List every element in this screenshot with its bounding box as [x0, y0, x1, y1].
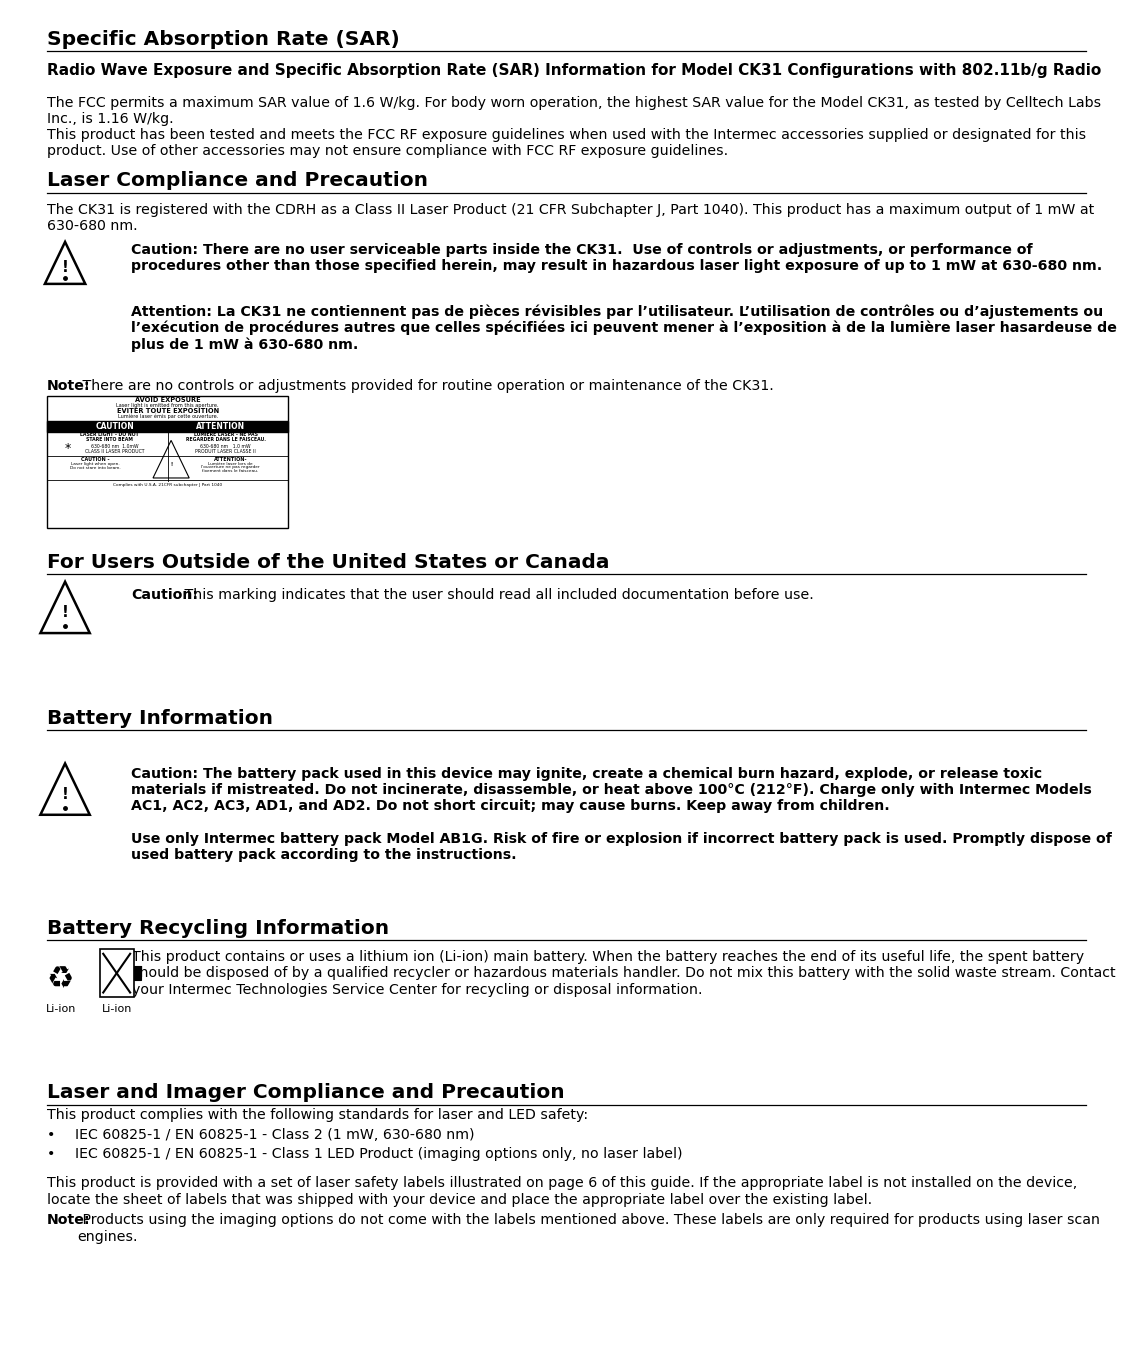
Text: EVITER TOUTE EXPOSITION: EVITER TOUTE EXPOSITION: [117, 408, 219, 413]
Text: Attention: La CK31 ne contiennent pas de pièces révisibles par l’utilisateur. L’: Attention: La CK31 ne contiennent pas de…: [131, 304, 1118, 353]
Text: Caution: There are no user serviceable parts inside the CK31.  Use of controls o: Caution: There are no user serviceable p…: [131, 242, 1103, 273]
Text: This product has been tested and meets the FCC RF exposure guidelines when used : This product has been tested and meets t…: [47, 128, 1086, 157]
Text: The FCC permits a maximum SAR value of 1.6 W/kg. For body worn operation, the hi: The FCC permits a maximum SAR value of 1…: [47, 97, 1102, 127]
Text: fixement dans le faisceau.: fixement dans le faisceau.: [202, 468, 258, 472]
Text: There are no controls or adjustments provided for routine operation or maintenan: There are no controls or adjustments pro…: [77, 380, 773, 393]
Text: Note:: Note:: [47, 1214, 91, 1228]
Text: ATTENTION: ATTENTION: [196, 423, 246, 431]
FancyBboxPatch shape: [47, 396, 288, 528]
Text: This product contains or uses a lithium ion (Li-ion) main battery. When the batt: This product contains or uses a lithium …: [132, 950, 1116, 996]
Text: Caution:: Caution:: [131, 588, 199, 602]
Text: Battery Recycling Information: Battery Recycling Information: [47, 918, 389, 938]
Text: AVOID EXPOSURE: AVOID EXPOSURE: [135, 397, 201, 402]
Text: Use only Intermec battery pack Model AB1G. Risk of fire or explosion if incorrec: Use only Intermec battery pack Model AB1…: [131, 832, 1112, 861]
Text: Li-ion: Li-ion: [45, 1004, 76, 1015]
Text: CLASS II LASER PRODUCT: CLASS II LASER PRODUCT: [85, 448, 145, 454]
Text: ♻: ♻: [47, 965, 74, 995]
Text: Caution: The battery pack used in this device may ignite, create a chemical burn: Caution: The battery pack used in this d…: [131, 767, 1092, 813]
Text: Laser light is emitted from this aperture.: Laser light is emitted from this apertur…: [117, 402, 219, 408]
Text: LUMIÈRE LASER - NE PAS: LUMIÈRE LASER - NE PAS: [194, 432, 258, 437]
Text: Radio Wave Exposure and Specific Absorption Rate (SAR) Information for Model CK3: Radio Wave Exposure and Specific Absorpt…: [47, 62, 1102, 78]
Text: PRODUIT LASER CLASSE II: PRODUIT LASER CLASSE II: [195, 448, 256, 454]
Text: Note:: Note:: [47, 380, 91, 393]
Text: Lumière laser lors de: Lumière laser lors de: [209, 462, 252, 466]
Text: CAUTION -: CAUTION -: [81, 458, 110, 462]
Text: Laser Compliance and Precaution: Laser Compliance and Precaution: [47, 171, 429, 190]
Text: This marking indicates that the user should read all included documentation befo: This marking indicates that the user sho…: [181, 588, 813, 602]
Text: ATTENTION-: ATTENTION-: [213, 458, 247, 462]
Text: CAUTION: CAUTION: [95, 423, 134, 431]
Text: Specific Absorption Rate (SAR): Specific Absorption Rate (SAR): [47, 30, 399, 48]
Text: *: *: [64, 441, 71, 455]
Text: !: !: [169, 462, 173, 467]
FancyBboxPatch shape: [100, 949, 134, 997]
Text: Laser light when open.: Laser light when open.: [71, 462, 120, 466]
Text: This product complies with the following standards for laser and LED safety:: This product complies with the following…: [47, 1108, 588, 1121]
Text: !: !: [62, 606, 68, 621]
Text: Do not stare into beam.: Do not stare into beam.: [70, 466, 121, 470]
Text: STARE INTO BEAM: STARE INTO BEAM: [86, 436, 134, 441]
Text: 630-680 nm  1.0mW: 630-680 nm 1.0mW: [91, 444, 138, 450]
FancyBboxPatch shape: [134, 966, 141, 980]
Text: Battery Information: Battery Information: [47, 708, 273, 728]
Text: This product is provided with a set of laser safety labels illustrated on page 6: This product is provided with a set of l…: [47, 1176, 1077, 1206]
Text: !: !: [62, 260, 68, 275]
Text: LASER LIGHT - DO NOT: LASER LIGHT - DO NOT: [81, 432, 139, 437]
Text: !: !: [62, 787, 68, 802]
Text: •: •: [47, 1147, 55, 1162]
Text: Products using the imaging options do not come with the labels mentioned above. : Products using the imaging options do no…: [77, 1214, 1100, 1244]
Text: The CK31 is registered with the CDRH as a Class II Laser Product (21 CFR Subchap: The CK31 is registered with the CDRH as …: [47, 202, 1094, 233]
Text: •: •: [47, 1128, 55, 1141]
Text: For Users Outside of the United States or Canada: For Users Outside of the United States o…: [47, 553, 609, 572]
Text: Lumière laser émis par cette ouverture.: Lumière laser émis par cette ouverture.: [118, 413, 218, 419]
Text: 630-680 nm   1.0 mW: 630-680 nm 1.0 mW: [201, 444, 251, 450]
Text: IEC 60825-1 / EN 60825-1 - Class 1 LED Product (imaging options only, no laser l: IEC 60825-1 / EN 60825-1 - Class 1 LED P…: [75, 1147, 682, 1162]
Text: Laser and Imager Compliance and Precaution: Laser and Imager Compliance and Precauti…: [47, 1082, 564, 1102]
Text: REGARDER DANS LE FAISCEAU.: REGARDER DANS LE FAISCEAU.: [185, 436, 266, 441]
Text: IEC 60825-1 / EN 60825-1 - Class 2 (1 mW, 630-680 nm): IEC 60825-1 / EN 60825-1 - Class 2 (1 mW…: [75, 1128, 475, 1141]
FancyBboxPatch shape: [47, 421, 288, 432]
Text: l'ouverture ne pas regarder: l'ouverture ne pas regarder: [201, 466, 260, 470]
Text: Complies with U.S.A. 21CFR subchapter J Part 1040: Complies with U.S.A. 21CFR subchapter J …: [113, 483, 222, 486]
Text: Li-ion: Li-ion: [101, 1004, 132, 1015]
